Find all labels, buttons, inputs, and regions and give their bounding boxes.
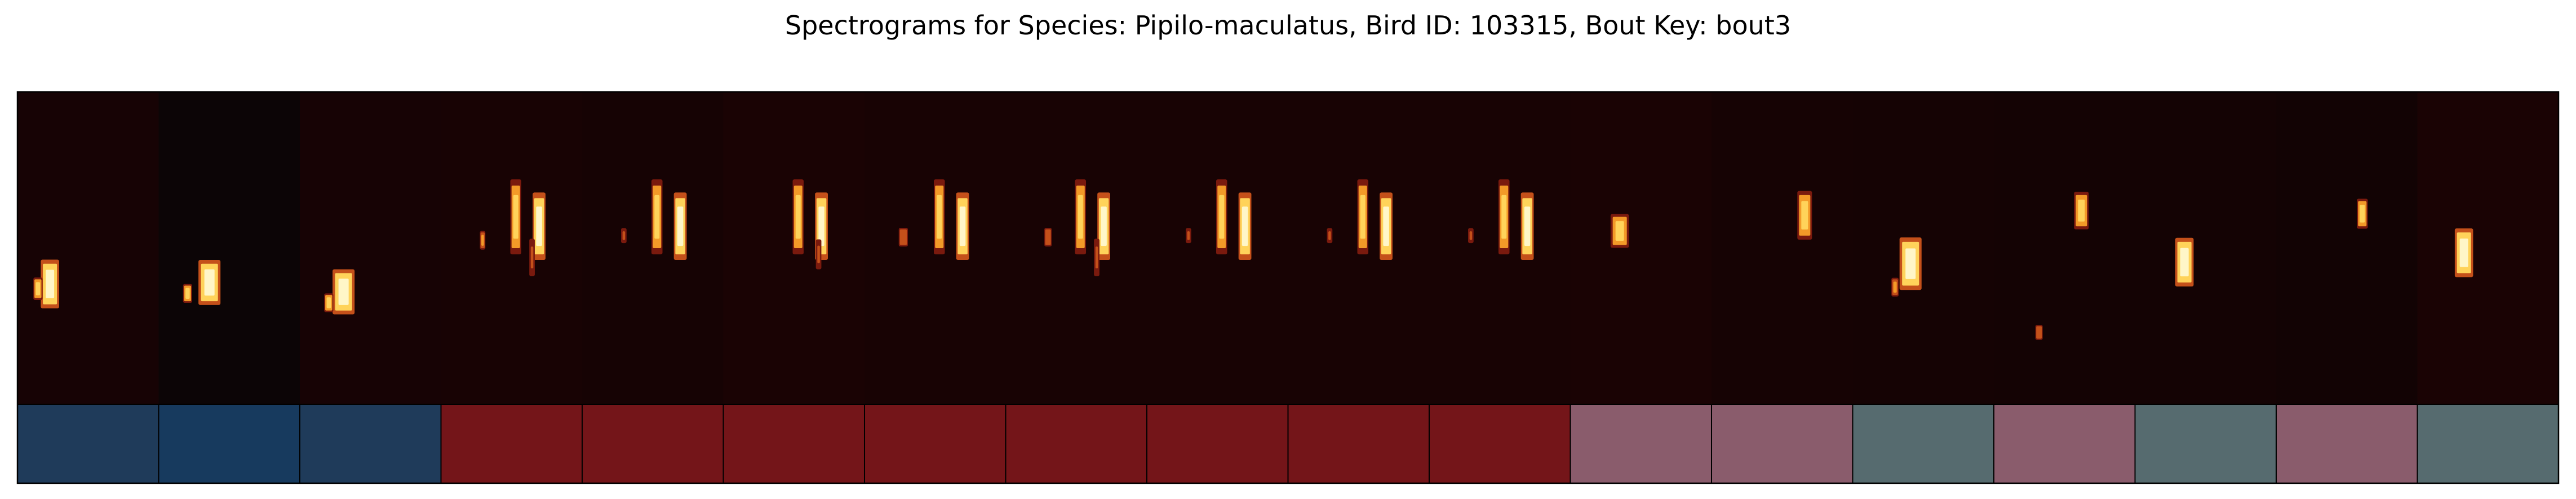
label-cell	[1429, 404, 1571, 483]
syllable-energy	[960, 206, 966, 246]
spectrogram-segment	[2135, 92, 2277, 404]
label-cell	[2135, 404, 2277, 483]
label-cell	[864, 404, 1006, 483]
syllable-energy	[1242, 206, 1248, 246]
label-cell	[17, 404, 159, 483]
spectrogram-segment	[1853, 92, 1994, 404]
syllable-energy	[1616, 221, 1624, 241]
spectrogram-background	[1571, 92, 1712, 404]
syllable-energy	[1187, 231, 1190, 240]
spectrogram-segment	[864, 92, 1006, 404]
spectrogram-segment	[2418, 92, 2559, 404]
syllable-energy	[46, 270, 54, 298]
spectrogram-background	[1994, 92, 2135, 404]
spectrogram-background	[2276, 92, 2418, 404]
label-cell	[300, 404, 441, 483]
syllable-energy	[2037, 328, 2041, 337]
syllable-energy	[1894, 282, 1897, 293]
syllable-energy	[327, 297, 331, 308]
label-cell	[441, 404, 583, 483]
syllable-energy	[339, 279, 349, 305]
syllable-energy	[937, 195, 942, 239]
spectrogram-segment	[159, 92, 300, 404]
syllable-energy	[1905, 249, 1916, 279]
spectrogram-background	[2135, 92, 2277, 404]
syllable-energy	[1047, 232, 1050, 242]
syllable-energy	[796, 195, 801, 239]
spectrogram-segment	[1288, 92, 1430, 404]
syllable-energy	[654, 195, 659, 239]
spectrogram-segment	[582, 92, 724, 404]
label-cell	[1853, 404, 1994, 483]
spectrogram-segment	[1147, 92, 1288, 404]
spectrogram-segment	[1429, 92, 1571, 404]
label-cell	[1712, 404, 1853, 483]
label-cell	[1994, 404, 2135, 483]
label-cell	[582, 404, 724, 483]
syllable-energy	[481, 235, 484, 245]
syllable-energy	[185, 288, 190, 299]
label-cell	[724, 404, 865, 483]
spectrogram-background	[1712, 92, 1853, 404]
syllable-energy	[1101, 206, 1107, 246]
spectrogram-background	[17, 92, 159, 404]
label-cell	[1147, 404, 1288, 483]
syllable-energy	[1501, 195, 1506, 239]
syllable-energy	[623, 231, 626, 240]
spectrogram-segment	[1994, 92, 2135, 404]
spectrogram-segment	[300, 92, 441, 404]
spectrogram-segment	[1712, 92, 1853, 404]
syllable-energy	[677, 206, 684, 246]
syllable-energy	[2078, 200, 2085, 222]
syllable-energy	[2180, 248, 2189, 276]
syllable-energy	[205, 270, 215, 296]
spectrogram-background	[300, 92, 441, 404]
syllable-energy	[1096, 246, 1098, 268]
syllable-energy	[531, 246, 534, 268]
syllable-energy	[901, 232, 906, 242]
syllable-energy	[2460, 239, 2468, 267]
spectrogram-background	[159, 92, 300, 404]
label-cell	[2276, 404, 2418, 483]
spectrogram-segment	[2276, 92, 2418, 404]
spectrogram-segment	[441, 92, 583, 404]
label-cell	[1006, 404, 1147, 483]
spectrogram-segment	[1571, 92, 1712, 404]
label-cell	[159, 404, 300, 483]
syllable-energy	[1470, 231, 1473, 240]
label-cell	[1571, 404, 1712, 483]
syllable-energy	[1219, 195, 1224, 239]
spectrogram-segment	[724, 92, 865, 404]
syllable-energy	[817, 246, 820, 263]
syllable-energy	[536, 206, 542, 246]
syllable-energy	[1360, 195, 1365, 239]
syllable-energy	[2360, 205, 2365, 223]
syllable-energy	[36, 282, 41, 295]
label-cell	[2418, 404, 2559, 483]
syllable-energy	[1328, 231, 1331, 240]
label-cell	[1288, 404, 1430, 483]
syllable-energy	[1801, 201, 1808, 229]
spectrogram-background	[2418, 92, 2559, 404]
syllable-energy	[1078, 195, 1083, 239]
spectrogram-segment	[1006, 92, 1147, 404]
syllable-energy	[513, 195, 518, 239]
spectrogram-background	[1853, 92, 1994, 404]
syllable-energy	[1383, 206, 1389, 246]
spectrogram-segment	[17, 92, 159, 404]
syllable-energy	[1524, 206, 1531, 246]
